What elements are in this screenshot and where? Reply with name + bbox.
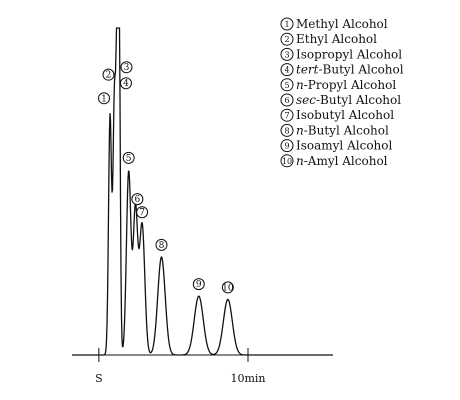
legend-name-4: -Butyl Alcohol	[318, 63, 403, 77]
chromatogram-trace	[71, 27, 334, 356]
peak-label-number-2: 2	[106, 71, 112, 81]
peak-label-number-3: 3	[124, 63, 130, 73]
peak-label-3: 3	[120, 61, 133, 74]
legend-entry-3: 3 Isopropyl Alcohol	[280, 47, 402, 61]
peak-label-5: 5	[122, 151, 135, 164]
legend: 1 Methyl Alcohol 2 Ethyl Alcohol 3 Isopropyl …	[280, 17, 404, 168]
legend-entry-2: 2 Ethyl Alcohol	[280, 32, 377, 46]
peak-label-9: 9	[192, 278, 205, 291]
peak-label-8: 8	[155, 238, 168, 251]
legend-label-4: tert-Butyl Alcohol	[296, 63, 404, 77]
legend-number-8: 8	[284, 126, 289, 135]
peak-label-number-10: 10	[222, 283, 234, 293]
legend-number-3: 3	[284, 50, 289, 59]
legend-prefix-4: tert	[296, 63, 319, 77]
peak-label-number-1: 1	[101, 94, 107, 104]
legend-name-2: Ethyl Alcohol	[296, 32, 377, 46]
peak-labels: 1 2 3 4 5 6 7 8 9 10	[98, 61, 234, 294]
peak-label-10: 10	[221, 281, 234, 294]
legend-name-10: -Amyl Alcohol	[304, 154, 388, 168]
legend-entry-9: 9 Isoamyl Alcohol	[280, 139, 392, 153]
legend-label-3: Isopropyl Alcohol	[296, 47, 402, 61]
peak-label-number-5: 5	[126, 154, 132, 164]
legend-number-4: 4	[284, 66, 289, 75]
legend-number-10: 10	[282, 157, 292, 166]
peak-label-4: 4	[119, 77, 132, 90]
x-ticks: S 10min	[95, 348, 266, 385]
legend-entry-1: 1 Methyl Alcohol	[280, 17, 388, 31]
peak-label-7: 7	[136, 206, 149, 219]
legend-prefix-10: n	[296, 154, 304, 168]
legend-prefix-6: sec	[296, 93, 316, 107]
legend-name-1: Methyl Alcohol	[296, 17, 388, 31]
peak-label-number-6: 6	[135, 195, 141, 205]
peak-label-number-9: 9	[196, 280, 202, 290]
peak-label-1: 1	[98, 92, 111, 105]
legend-entry-7: 7 Isobutyl Alcohol	[280, 108, 394, 122]
legend-number-5: 5	[284, 81, 289, 90]
legend-label-6: sec-Butyl Alcohol	[296, 93, 401, 107]
legend-entry-8: 8 n-Butyl Alcohol	[280, 123, 389, 137]
legend-prefix-8: n	[296, 123, 304, 137]
peak-label-number-8: 8	[159, 241, 165, 251]
legend-name-7: Isobutyl Alcohol	[296, 108, 394, 122]
legend-number-6: 6	[284, 96, 289, 105]
legend-number-1: 1	[284, 20, 289, 29]
legend-name-8: -Butyl Alcohol	[304, 123, 389, 137]
legend-number-2: 2	[284, 35, 289, 44]
legend-name-9: Isoamyl Alcohol	[296, 139, 392, 153]
legend-name-6: -Butyl Alcohol	[316, 93, 401, 107]
peak-label-2: 2	[102, 68, 115, 81]
legend-label-8: n-Butyl Alcohol	[296, 123, 389, 137]
legend-label-9: Isoamyl Alcohol	[296, 139, 392, 153]
peak-label-6: 6	[131, 193, 144, 206]
legend-entry-10: 10 n-Amyl Alcohol	[280, 154, 388, 168]
peak-label-number-7: 7	[139, 208, 145, 218]
legend-entry-5: 5 n-Propyl Alcohol	[280, 78, 396, 92]
legend-entry-4: 4 tert-Butyl Alcohol	[280, 63, 404, 77]
legend-number-9: 9	[284, 142, 289, 151]
legend-prefix-5: n	[296, 78, 304, 92]
legend-label-10: n-Amyl Alcohol	[296, 154, 388, 168]
legend-label-1: Methyl Alcohol	[296, 17, 388, 31]
legend-label-5: n-Propyl Alcohol	[296, 78, 396, 92]
peak-label-number-4: 4	[123, 79, 129, 89]
legend-name-5: -Propyl Alcohol	[304, 78, 397, 92]
x-tick-label-1: 10min	[230, 372, 265, 385]
legend-label-2: Ethyl Alcohol	[296, 32, 377, 46]
x-tick-label-0: S	[95, 372, 103, 385]
legend-entry-6: 6 sec-Butyl Alcohol	[280, 93, 401, 107]
legend-name-3: Isopropyl Alcohol	[296, 47, 402, 61]
legend-number-7: 7	[284, 111, 289, 120]
legend-label-7: Isobutyl Alcohol	[296, 108, 394, 122]
